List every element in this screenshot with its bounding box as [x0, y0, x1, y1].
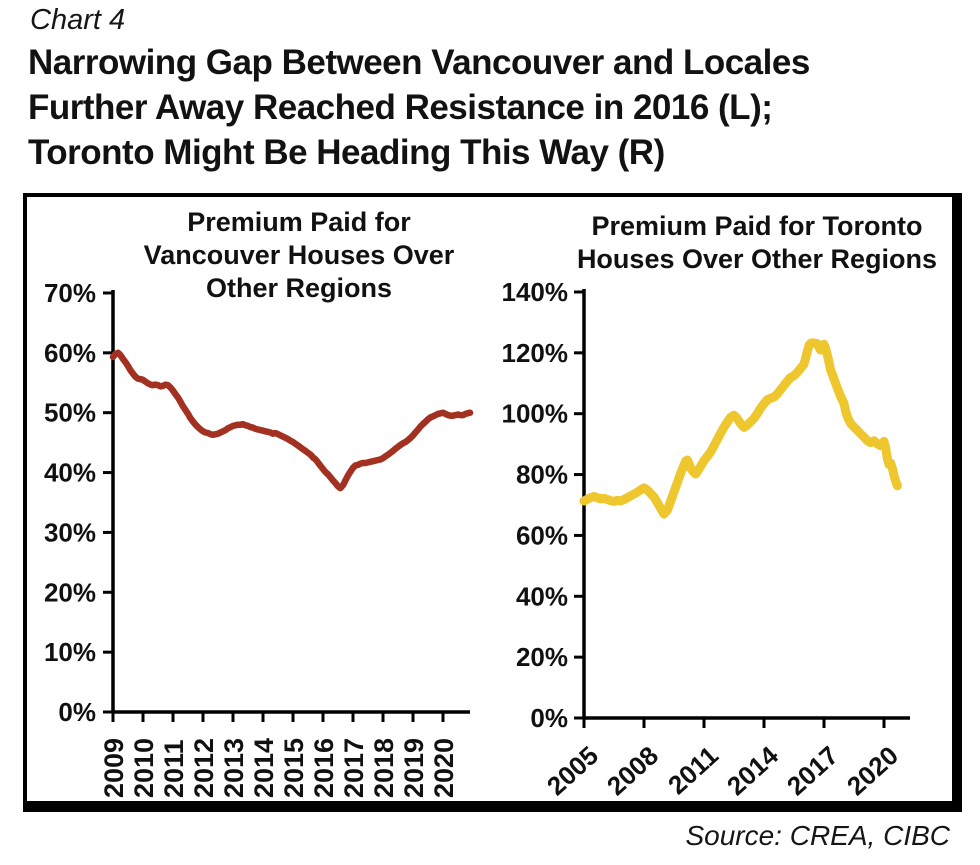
y-tick-label: 10%	[44, 637, 96, 667]
x-tick-label: 2011	[159, 739, 189, 798]
page-title: Narrowing Gap Between Vancouver and Loca…	[28, 43, 810, 172]
y-tick-label: 140%	[502, 277, 569, 307]
x-tick-label: 2017	[781, 740, 844, 801]
y-tick-label: 20%	[516, 642, 568, 672]
x-tick-label: 2014	[721, 740, 784, 801]
x-tick-label: 2011	[662, 740, 724, 800]
y-tick-label: 60%	[516, 520, 568, 550]
y-tick-label: 50%	[44, 398, 96, 428]
x-tick-label: 2016	[309, 738, 339, 798]
x-tick-label: 2010	[129, 738, 159, 798]
y-tick-label: 80%	[516, 460, 568, 490]
chart-title-line: Premium Paid for	[187, 207, 411, 237]
x-tick-label: 2018	[369, 738, 399, 798]
x-tick-label: 2020	[429, 738, 459, 798]
chart-title-line: Vancouver Houses Over	[144, 240, 455, 270]
toronto-chart-title: Premium Paid for Toronto Houses Over Othe…	[577, 211, 937, 274]
x-tick-label: 2013	[219, 738, 249, 798]
y-tick-label: 120%	[502, 338, 569, 368]
toronto-series-line	[579, 338, 902, 519]
chart-title-line: Other Regions	[206, 273, 392, 303]
vancouver-series-line	[109, 349, 474, 492]
source-attribution: Source: CREA, CIBC	[685, 820, 950, 851]
y-tick-label: 60%	[44, 338, 96, 368]
x-tick-label: 2019	[399, 738, 429, 798]
y-tick-label: 40%	[44, 458, 96, 488]
y-tick-label: 100%	[502, 399, 569, 429]
y-tick-label: 70%	[44, 278, 96, 308]
vancouver-chart-title: Premium Paid for Vancouver Houses Over Oth…	[144, 207, 455, 303]
x-tick-label: 2005	[541, 740, 604, 801]
vancouver-chart: 0%10%20%30%40%50%60%70%2009 2010 2011 2012 2…	[44, 207, 474, 798]
y-tick-label: 40%	[516, 581, 568, 611]
x-tick-label: 2014	[249, 738, 279, 798]
dual-line-chart-canvas: 0%10%20%30%40%50%60%70%2009 2010 2011 2012 2…	[44, 207, 938, 801]
chart-number-label: Chart 4	[30, 4, 126, 36]
chart-title-line: Premium Paid for Toronto	[591, 211, 922, 241]
x-tick-label: 2017	[339, 738, 369, 798]
x-tick-label: 2008	[601, 740, 664, 801]
toronto-chart: 0%20%40%60%80%100%120%140%20052008201120…	[502, 211, 938, 801]
x-tick-label: 2015	[279, 738, 309, 798]
y-tick-label: 0%	[530, 703, 568, 733]
y-tick-label: 20%	[44, 577, 96, 607]
y-tick-label: 30%	[44, 517, 96, 547]
chart-frame: 0% 10% 20% 30% 40% 50% 60% 70% 2009 2010 2011 2012 2…	[23, 193, 962, 812]
x-tick-label: 2009	[99, 738, 129, 798]
x-tick-label: 2012	[189, 738, 219, 798]
y-tick-label: 0%	[58, 697, 96, 727]
chart-title-line: Houses Over Other Regions	[577, 244, 937, 274]
x-tick-label: 2020	[841, 740, 904, 801]
